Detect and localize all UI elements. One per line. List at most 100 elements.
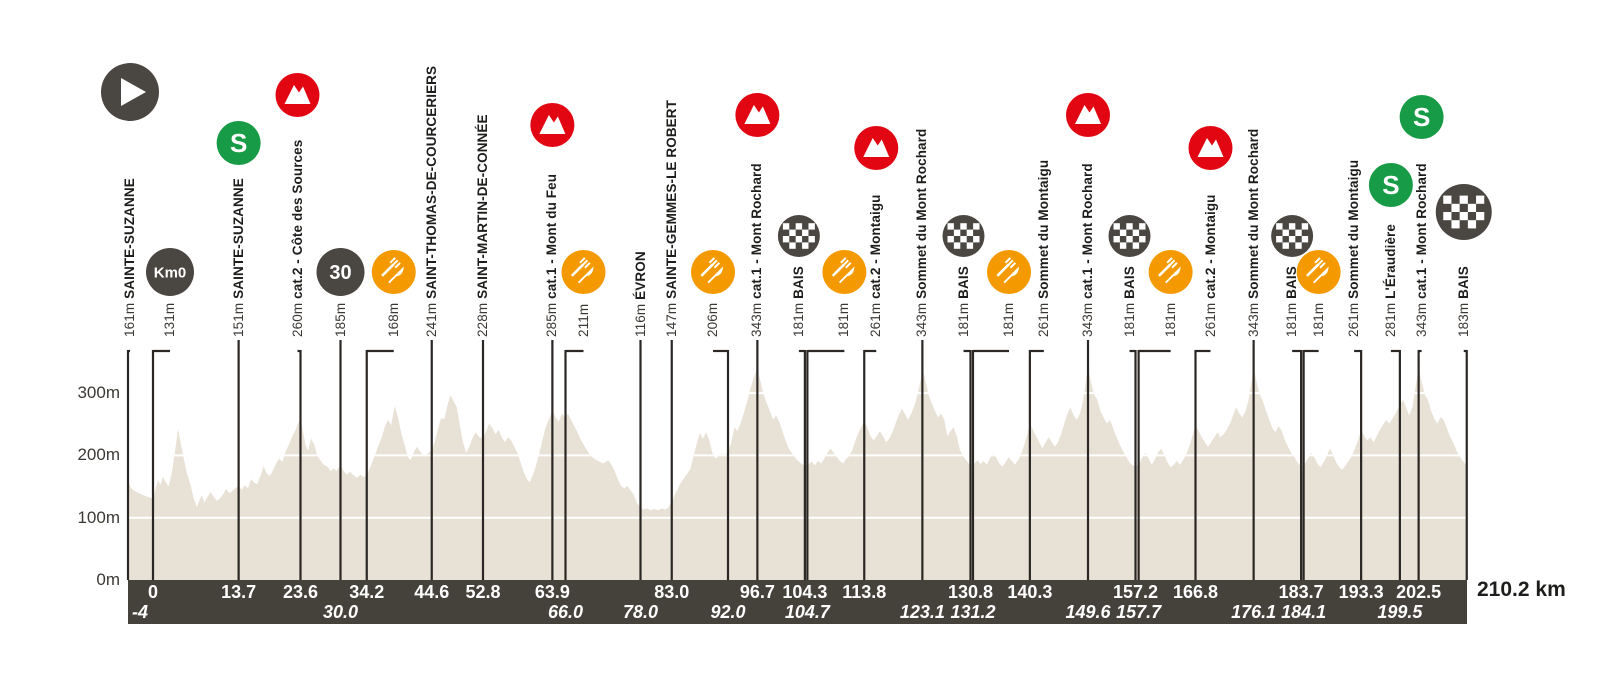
waypoint-label: 228m SAINT-MARTIN-DE-CONNÉE — [475, 114, 491, 337]
feed-zone-icon — [822, 250, 867, 294]
km-tick-row2: 184.1 — [1281, 602, 1327, 622]
waypoint-elevation: 181m — [1310, 302, 1326, 337]
start-play-icon — [101, 63, 159, 121]
y-axis-label: 200m — [77, 445, 120, 465]
waypoint-label: 343m cat.1 - Mont Rochard — [1080, 163, 1096, 337]
waypoint-label: 183m BAIS — [1456, 266, 1472, 337]
waypoint-elevation: 181m — [1001, 302, 1016, 337]
km-tick-row2: -4 — [131, 602, 149, 622]
waypoint-label: 241m SAINT-THOMAS-DE-COURCERIERS — [424, 66, 440, 337]
waypoint-elevation: 260m — [289, 302, 305, 337]
km-tick-row2: 149.6 — [1065, 602, 1111, 622]
waypoint-name: Sommet du Montaigu — [1035, 159, 1051, 299]
waypoint-label: 261m Sommet du Montaigu — [1346, 160, 1362, 337]
waypoint-label: 206m — [705, 299, 721, 337]
km-zero-icon: Km0 — [146, 248, 194, 296]
waypoint-name: cat.1 - Mont Rochard — [1080, 163, 1095, 299]
waypoint-label: 181m BAIS — [1284, 266, 1300, 337]
checkered-passage-icon — [777, 215, 820, 257]
y-axis-label: 0m — [96, 570, 120, 589]
checkered-passage-icon — [1271, 215, 1314, 257]
waypoint-elevation: 151m — [230, 302, 246, 337]
checkered-passage-icon — [942, 215, 985, 257]
waypoint-label: 281m L'Éraudière — [1383, 224, 1399, 337]
waypoint-elevation: 261m — [1035, 302, 1051, 337]
waypoint-name: cat.1 - Mont Rochard — [749, 163, 765, 299]
waypoint-label: 181m — [1163, 299, 1179, 337]
svg-text:S: S — [1413, 102, 1430, 132]
waypoint-label: 261m cat.2 - Montaigu — [868, 194, 884, 337]
waypoint-name: cat.2 - Côte des Sources — [289, 139, 305, 299]
waypoint-name: Sommet du Mont Rochard — [1245, 128, 1261, 299]
sprint-icon: S — [1399, 95, 1444, 139]
svg-text:S: S — [1382, 170, 1399, 200]
waypoint-name: SAINT-THOMAS-DE-COURCERIERS — [423, 65, 439, 299]
waypoint-elevation: 241m — [423, 302, 439, 337]
km-tick-row1: 23.6 — [282, 582, 319, 602]
waypoint-label: 181m — [1001, 299, 1017, 337]
km-tick-row1: 157.2 — [1112, 582, 1159, 602]
waypoint-name: cat.2 - Montaigu — [1202, 194, 1218, 299]
climb-icon — [1188, 126, 1233, 170]
km-tick-row2: 104.7 — [784, 602, 830, 622]
waypoint-label: 181m BAIS — [1122, 266, 1138, 337]
checkered-finish-icon — [1435, 184, 1492, 240]
waypoint-name: cat.2 - Montaigu — [868, 194, 884, 299]
km-tick-row1: 96.7 — [739, 582, 775, 602]
feed-zone-icon — [987, 250, 1031, 294]
waypoint-elevation: 181m — [1162, 302, 1178, 337]
waypoint-elevation: 147m — [663, 302, 679, 337]
waypoint-label: 181m BAIS — [791, 266, 807, 337]
waypoint-label: 161m SAINTE-SUZANNE — [122, 178, 138, 337]
waypoint-label: 181m BAIS — [956, 266, 972, 337]
km-tick-row2: 176.1 — [1231, 602, 1277, 622]
waypoint-label: 261m cat.2 - Montaigu — [1203, 194, 1219, 337]
km-tick-row1: 83.0 — [654, 582, 690, 602]
km-tick-row1: 63.9 — [534, 582, 570, 602]
waypoint-label: 147m SAINTE-GEMMES-LE ROBERT — [664, 100, 680, 337]
km-tick-row2: 199.5 — [1377, 602, 1423, 622]
waypoint-name: L'Éraudière — [1382, 223, 1398, 299]
km-tick-row1: 202.5 — [1396, 582, 1442, 602]
waypoint-name: ÉVRON — [632, 251, 648, 300]
km-tick-row1: 44.6 — [414, 582, 450, 602]
waypoint-name: cat.1 - Mont du Feu — [544, 173, 560, 299]
km-tick-row1: 130.8 — [947, 582, 994, 602]
waypoint-elevation: 183m — [1455, 302, 1471, 337]
waypoint-label: 131m — [162, 299, 178, 337]
checkered-passage-icon — [1108, 215, 1151, 257]
waypoint-elevation: 131m — [162, 302, 177, 337]
waypoint-elevation: 343m — [1413, 302, 1429, 337]
km-tick-row2: 92.0 — [710, 602, 746, 622]
waypoint-elevation: 281m — [1382, 302, 1398, 337]
waypoint-name: cat.1 - Mont Rochard — [1413, 163, 1429, 299]
feed-zone-icon — [1296, 250, 1341, 294]
km-tick-row1: 140.3 — [1007, 582, 1053, 602]
y-axis-label: 100m — [77, 507, 120, 527]
waypoint-elevation: 116m — [632, 303, 648, 337]
waypoint-label: 343m cat.1 - Mont Rochard — [1414, 163, 1430, 337]
waypoint-label: 151m SAINTE-SUZANNE — [231, 178, 247, 337]
waypoint-elevation: 261m — [1346, 302, 1362, 337]
waypoint-elevation: 161m — [122, 302, 137, 337]
waypoint-elevation: 181m — [1284, 302, 1300, 337]
waypoint-elevation: 181m — [1121, 302, 1137, 337]
waypoint-label: 343m cat.1 - Mont Rochard — [749, 163, 765, 337]
waypoint-elevation: 168m — [385, 302, 401, 337]
waypoint-label: 261m Sommet du Montaigu — [1036, 160, 1052, 337]
svg-text:Km0: Km0 — [154, 265, 187, 282]
climb-icon — [1066, 93, 1110, 137]
waypoint-name: Sommet du Montaigu — [1346, 159, 1362, 299]
elevation-area — [128, 368, 1467, 580]
waypoint-name: SAINTE-SUZANNE — [230, 178, 246, 299]
y-axis-label: 300m — [77, 383, 120, 403]
waypoint-elevation: 181m — [955, 302, 971, 337]
feed-zone-icon — [371, 250, 416, 294]
km-tick-row1: 166.8 — [1172, 582, 1219, 602]
waypoint-label: 343m Sommet du Mont Rochard — [1246, 129, 1262, 337]
waypoint-elevation: 261m — [868, 302, 884, 337]
waypoint-name: BAIS — [1121, 266, 1137, 299]
waypoint-name: SAINTE-SUZANNE — [122, 178, 137, 299]
